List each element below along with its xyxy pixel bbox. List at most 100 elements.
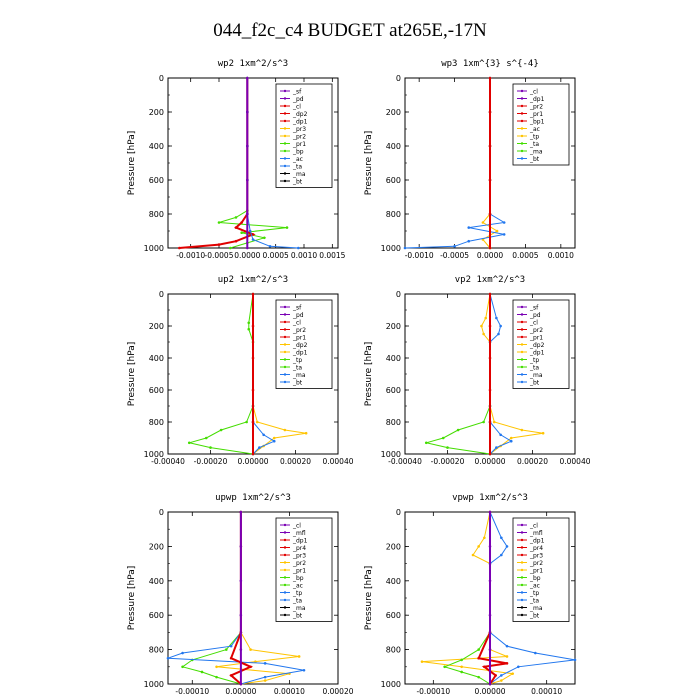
legend-label: _bt — [529, 613, 540, 620]
data-point — [224, 648, 228, 651]
data-point — [239, 613, 243, 617]
y-axis-label: Pressure [hPa] — [127, 131, 137, 196]
chart-title: wp3 1xm^{3} s^{-4} — [441, 59, 539, 69]
data-point — [488, 356, 492, 360]
x-tick-label: 0.00000 — [237, 457, 268, 466]
data-point — [505, 655, 509, 658]
x-tick-label: -0.00010 — [416, 687, 450, 696]
data-point — [304, 431, 308, 435]
data-point — [477, 545, 480, 548]
x-tick-label: 0.0010 — [548, 251, 574, 260]
y-tick-label: 400 — [149, 354, 164, 363]
legend-marker — [520, 380, 524, 384]
legend-label: _sf — [292, 89, 302, 96]
legend-label: _bp — [292, 575, 304, 582]
legend-marker — [283, 561, 287, 564]
legend-marker — [283, 583, 287, 587]
legend-label: _bt — [292, 613, 303, 620]
x-tick-label: 0.00020 — [517, 457, 548, 466]
legend-marker — [283, 305, 287, 309]
chart-panel-4: vp2 1xm^2/s^3 Pressure [hPa] 0 200 400 600 800… — [364, 275, 591, 466]
y-axis-label: Pressure [hPa] — [127, 342, 137, 407]
data-point — [505, 644, 509, 648]
x-tick-label: -0.00010 — [175, 687, 209, 696]
legend-label: _ma — [292, 171, 306, 178]
legend-label: _tp — [529, 357, 539, 364]
legend-label: _mfl — [292, 530, 306, 537]
legend-label: _cl — [292, 523, 301, 530]
y-axis-label: Pressure [hPa] — [364, 566, 374, 631]
data-point — [488, 110, 492, 114]
data-point — [246, 212, 249, 216]
data-point — [239, 579, 243, 583]
series-line — [489, 511, 576, 685]
data-point — [219, 428, 223, 432]
x-tick-label: -0.0010 — [405, 251, 434, 260]
data-point — [441, 436, 445, 440]
y-tick-label: 400 — [149, 142, 164, 151]
legend-label: _dp1 — [292, 119, 308, 126]
data-point — [217, 221, 221, 224]
data-point — [262, 433, 265, 437]
legend-label: _bt — [292, 179, 303, 186]
data-point — [488, 420, 492, 424]
data-point — [541, 431, 545, 435]
data-point — [500, 679, 503, 682]
legend-marker — [520, 89, 524, 93]
y-axis-label: Pressure [hPa] — [364, 131, 374, 196]
data-point — [488, 452, 492, 456]
legend-marker — [283, 119, 287, 123]
data-point — [204, 436, 208, 440]
legend-marker — [520, 127, 524, 130]
data-point — [178, 246, 181, 250]
legend-label: _pr2 — [529, 327, 543, 334]
data-point — [509, 436, 513, 440]
legend-label: _pr2 — [529, 104, 543, 111]
legend-label: _ma — [292, 372, 306, 379]
data-point — [263, 679, 267, 682]
y-tick-label: 0 — [396, 290, 401, 299]
y-tick-label: 600 — [386, 176, 401, 185]
legend-marker — [283, 112, 287, 115]
legend-label: _sf — [292, 305, 302, 312]
y-tick-label: 800 — [386, 646, 401, 655]
legend-marker — [520, 313, 524, 316]
figure-title: 044_f2c_c4 BUDGET at265E,-17N — [213, 20, 487, 41]
data-point — [403, 246, 407, 250]
legend-marker — [283, 343, 287, 346]
y-tick-label: 400 — [149, 577, 164, 586]
data-point — [500, 674, 503, 677]
x-tick-label: 0.00040 — [559, 457, 590, 466]
legend-label: _ta — [292, 164, 302, 171]
data-point — [482, 420, 485, 424]
x-tick-label: 0.00000 — [225, 687, 256, 696]
legend-label: _pr1 — [529, 335, 543, 342]
legend-label: _ta — [292, 365, 302, 372]
data-point — [477, 675, 480, 679]
data-point — [420, 660, 424, 663]
y-tick-label: 200 — [149, 322, 164, 331]
chart-panel-3: up2 1xm^2/s^3 Pressure [hPa] 0 200 400 600 800… — [127, 275, 354, 466]
data-point — [239, 510, 243, 514]
y-axis-label: Pressure [hPa] — [127, 566, 137, 631]
y-tick-label: 200 — [386, 108, 401, 117]
legend-marker — [520, 365, 524, 369]
legend-label: _bt — [292, 380, 303, 387]
legend-marker — [520, 157, 524, 160]
legend-marker — [520, 358, 524, 361]
legend-marker — [520, 149, 524, 153]
data-point — [251, 452, 255, 456]
series-line — [252, 294, 276, 455]
data-point — [502, 233, 506, 236]
x-tick-label: -0.00020 — [194, 457, 228, 466]
data-point — [483, 536, 486, 540]
x-tick-label: -0.0010 — [176, 251, 205, 260]
legend-marker — [520, 568, 524, 572]
data-point — [460, 665, 463, 669]
y-tick-label: 600 — [149, 176, 164, 185]
legend-label: _dp2 — [529, 342, 545, 349]
data-point — [453, 245, 456, 248]
x-tick-label: 0.00040 — [322, 457, 353, 466]
data-point — [460, 658, 463, 662]
legend-label: _pd — [292, 312, 304, 319]
